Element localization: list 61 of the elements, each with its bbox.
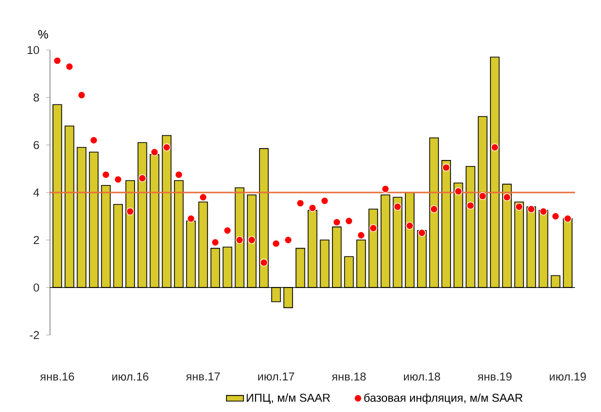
x-tick-label: янв.17: [186, 372, 220, 380]
point: [66, 62, 74, 71]
point: [442, 164, 450, 172]
y-tick-label: 4: [33, 188, 40, 196]
point: [357, 231, 366, 240]
point: [552, 212, 560, 220]
point: [187, 214, 195, 223]
point: [381, 185, 390, 193]
point: [296, 199, 304, 208]
point: [503, 193, 511, 202]
point: [138, 174, 146, 182]
x-tick-label: июл.16: [112, 372, 148, 381]
point: [102, 170, 110, 179]
point: [527, 205, 536, 214]
point: [162, 143, 171, 152]
point: [539, 208, 548, 216]
y-tick-label: -2: [30, 331, 39, 339]
x-tick-label: янв.16: [40, 372, 74, 381]
y-tick-label: 10: [28, 46, 40, 54]
y-tick-label: 0: [34, 283, 40, 292]
x-tick-label: янв.19: [478, 372, 512, 381]
point: [490, 143, 499, 152]
point: [418, 228, 426, 237]
point: [332, 218, 341, 226]
point: [406, 222, 414, 230]
point: [260, 258, 268, 266]
point: [224, 226, 232, 234]
point: [211, 238, 220, 246]
point: [478, 192, 487, 200]
point: [320, 196, 329, 205]
point: [248, 236, 256, 244]
point: [90, 136, 98, 144]
point: [564, 214, 572, 223]
y-tick-label: 8: [34, 93, 40, 102]
point: [53, 56, 62, 65]
point: [199, 193, 208, 202]
point: [114, 176, 122, 184]
point: [345, 217, 353, 225]
point: [394, 202, 402, 211]
point: [126, 208, 134, 216]
x-tick-label: июл.18: [404, 372, 440, 381]
point: [174, 170, 183, 179]
point: [78, 91, 86, 100]
point: [284, 236, 292, 244]
x-tick-label: июл.19: [550, 372, 586, 381]
y-tick-label: 6: [34, 140, 39, 150]
point: [466, 202, 474, 210]
y-axis-title: %: [38, 30, 48, 38]
point: [236, 236, 244, 244]
y-tick-label: 2: [34, 236, 39, 244]
point: [454, 187, 462, 196]
point: [515, 202, 524, 211]
point: [430, 205, 438, 214]
point: [308, 204, 316, 212]
legend-label: базовая инфляция, м/м SAAR: [364, 393, 522, 404]
point: [369, 224, 378, 232]
legend-label: ИПЦ, м/м SAAR: [246, 393, 330, 404]
point: [272, 240, 280, 248]
x-tick-label: янв.18: [332, 372, 366, 381]
x-tick-label: июл.17: [258, 372, 294, 380]
point: [150, 148, 158, 156]
